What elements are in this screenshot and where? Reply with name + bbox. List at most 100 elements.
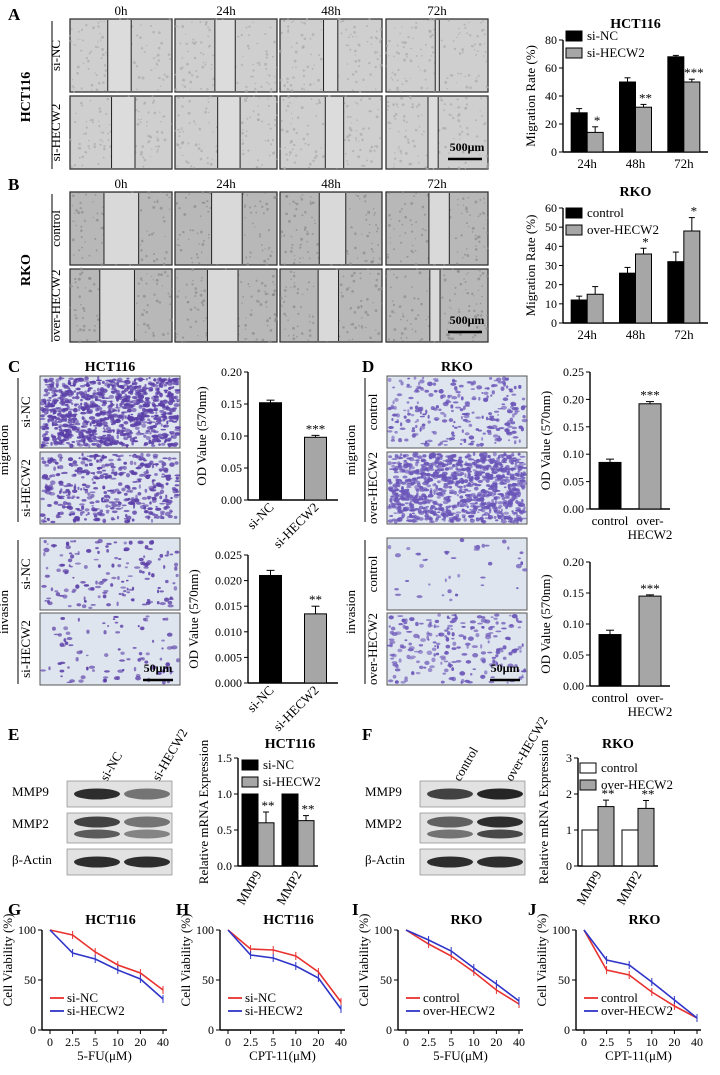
cell-speck	[139, 209, 143, 212]
cell-speck	[443, 103, 446, 106]
stained-cell	[497, 414, 500, 416]
stained-cell	[487, 417, 494, 421]
stained-cell	[153, 440, 157, 443]
cell-speck	[142, 165, 145, 168]
cell-speck	[458, 310, 461, 314]
stained-cell	[169, 417, 175, 421]
cell-speck	[75, 316, 78, 320]
cell-speck	[264, 290, 266, 293]
cell-speck	[366, 159, 369, 162]
cell-speck	[189, 88, 192, 90]
cell-speck	[78, 142, 81, 146]
stained-cell	[480, 618, 487, 623]
cell-speck	[380, 287, 384, 291]
stained-cell	[60, 675, 63, 678]
stained-cell	[510, 402, 514, 407]
stained-cell	[427, 420, 431, 424]
stained-cell	[456, 503, 460, 506]
stained-cell	[504, 468, 510, 471]
cell-speck	[139, 36, 142, 40]
cell-speck	[201, 276, 203, 279]
stained-cell	[115, 389, 121, 395]
cell-speck	[345, 44, 348, 47]
cell-speck	[301, 332, 304, 336]
cell-speck	[414, 128, 418, 132]
cell-speck	[100, 227, 103, 230]
cell-speck	[74, 44, 77, 46]
cell-speck	[269, 90, 273, 94]
cell-speck	[370, 145, 374, 149]
cell-speck	[253, 95, 255, 97]
stained-cell	[141, 420, 148, 424]
stained-cell	[427, 381, 433, 387]
cell-speck	[432, 28, 435, 31]
row-label: over-HECW2	[48, 270, 63, 342]
cell-speck	[395, 51, 399, 54]
cell-speck	[444, 145, 446, 148]
stained-cell	[80, 487, 83, 491]
stained-cell	[518, 509, 521, 513]
cell-speck	[142, 294, 146, 298]
cell-speck	[188, 71, 192, 75]
cell-speck	[349, 33, 352, 36]
cell-speck	[477, 215, 480, 218]
stained-cell	[113, 382, 117, 385]
cell-speck	[157, 59, 161, 62]
stained-cell	[97, 595, 101, 599]
cell-speck	[300, 87, 304, 91]
stained-cell	[139, 626, 145, 631]
stained-cell	[84, 489, 89, 494]
stained-cell	[472, 498, 479, 502]
stained-cell	[163, 506, 168, 510]
cell-speck	[78, 156, 81, 159]
stained-cell	[409, 456, 415, 462]
stained-cell	[493, 617, 498, 620]
wound-gap	[214, 20, 236, 91]
cell-speck	[176, 129, 179, 131]
cell-speck	[432, 18, 436, 21]
stained-cell	[506, 385, 509, 389]
cell-speck	[155, 145, 157, 148]
stained-cell	[40, 669, 47, 672]
stained-cell	[495, 630, 502, 633]
cell-speck	[271, 274, 275, 278]
cell-speck	[386, 101, 390, 104]
stained-cell	[53, 466, 56, 471]
cell-speck	[316, 251, 319, 254]
cell-speck	[84, 220, 87, 223]
stained-cell	[481, 457, 486, 462]
cell-speck	[412, 139, 415, 143]
cell-speck	[393, 273, 395, 276]
cell-speck	[288, 96, 290, 99]
cell-speck	[466, 132, 470, 136]
cell-speck	[181, 341, 184, 343]
cell-speck	[403, 327, 407, 331]
stained-cell	[64, 401, 72, 404]
stained-cell	[411, 429, 416, 433]
stained-cell	[105, 545, 109, 548]
cell-speck	[182, 66, 184, 69]
stained-cell	[482, 397, 489, 403]
cell-speck	[460, 212, 463, 215]
stained-cell	[117, 414, 123, 420]
cell-speck	[393, 73, 397, 76]
cell-speck	[444, 81, 448, 84]
cell-speck	[342, 326, 345, 329]
stained-cell	[513, 385, 517, 390]
cell-speck	[480, 314, 483, 317]
stained-cell	[145, 615, 150, 618]
stained-cell	[39, 418, 46, 420]
stained-cell	[121, 392, 126, 395]
cell-speck	[200, 52, 202, 54]
cell-speck	[288, 154, 291, 157]
stained-cell	[109, 380, 116, 384]
stained-cell	[44, 405, 50, 408]
cell-speck	[197, 335, 199, 337]
stained-cell	[50, 441, 53, 446]
cell-speck	[479, 213, 482, 216]
stained-cell	[398, 622, 403, 626]
cell-speck	[375, 278, 379, 282]
cell-speck	[464, 75, 467, 78]
cell-speck	[267, 104, 270, 107]
cell-speck	[137, 75, 141, 79]
